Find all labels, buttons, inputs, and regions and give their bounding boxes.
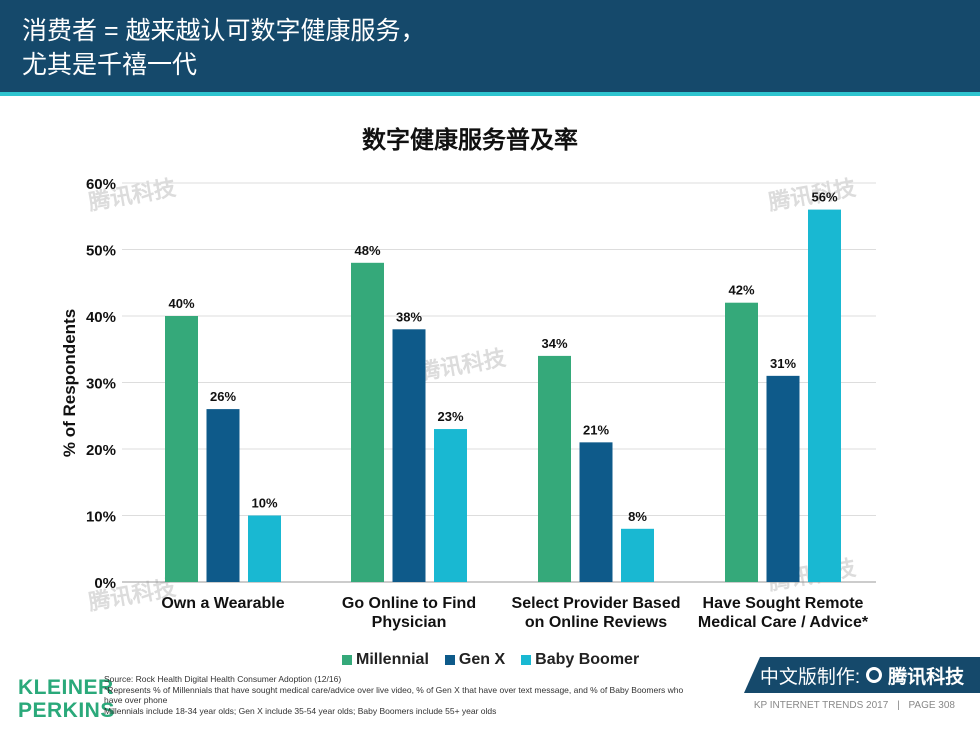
banner-brand: 腾讯科技 (888, 666, 965, 688)
source-note: Source: Rock Health Digital Health Consu… (104, 674, 342, 684)
data-label: 10% (251, 496, 277, 511)
bar-gen-x (766, 375, 800, 582)
chart-legend: Millennial Gen X Baby Boomer (342, 651, 639, 669)
report-name: KP INTERNET TRENDS 2017 (753, 700, 889, 711)
footnote-asterisk: *Represents % of Millennials that have s… (104, 684, 684, 706)
bar-gen-x (206, 409, 240, 582)
data-label: 38% (396, 309, 422, 324)
bar-baby-boomer (248, 515, 281, 582)
chinese-edition-banner: 中文版制作: 腾讯科技 (744, 657, 980, 693)
legend-item: Gen X (444, 651, 506, 669)
x-tick-label: Own a Wearable (161, 595, 284, 612)
data-label: 42% (728, 283, 754, 298)
watermark-text: 腾讯科技 (417, 345, 509, 385)
page-title-line2: 尤其是千禧一代 (22, 51, 198, 79)
y-axis-label: % of Respondents (60, 309, 79, 457)
y-tick-label: 50% (86, 243, 116, 260)
y-tick-label: 30% (86, 376, 116, 393)
chart-title: 数字健康服务普及率 (362, 126, 578, 154)
data-label: 31% (770, 356, 796, 371)
bar-millennial (165, 316, 198, 582)
x-tick-label: Select Provider Based (512, 595, 681, 612)
footnote-age-groups: Millennials include 18-34 year olds; Gen… (104, 705, 497, 716)
data-label: 21% (583, 422, 609, 437)
y-tick-label: 0% (94, 575, 116, 592)
data-label: 23% (437, 409, 463, 424)
data-label: 8% (628, 509, 647, 524)
x-tick-label: Physician (372, 614, 447, 631)
bar-millennial (725, 302, 758, 582)
data-label: 34% (541, 336, 567, 351)
footer-separator: | (897, 700, 900, 711)
x-tick-label: Have Sought Remote (703, 595, 864, 612)
logo-line2: PERKINS (18, 699, 115, 722)
legend-swatch (521, 655, 532, 665)
logo-line1: KLEINER (18, 676, 114, 699)
bar-baby-boomer (808, 209, 841, 582)
legend-item: Millennial (342, 651, 429, 669)
x-tick-label: on Online Reviews (525, 614, 667, 631)
data-label: 40% (168, 296, 194, 311)
bar-baby-boomer (621, 528, 654, 582)
y-tick-label: 60% (86, 176, 116, 193)
legend-label: Baby Boomer (535, 651, 640, 668)
footnotes: Source: Rock Health Digital Health Consu… (104, 674, 704, 716)
y-tick-label: 10% (86, 509, 116, 526)
data-label: 56% (811, 190, 837, 205)
bar-chart: 腾讯科技腾讯科技腾讯科技腾讯科技腾讯科技数字健康服务普及率0%10%20%30%… (60, 126, 876, 631)
data-label: 26% (210, 389, 236, 404)
page-title: 消费者 = 越来越认可数字健康服务， 尤其是千禧一代 (22, 14, 426, 82)
page-title-line1: 消费者 = 越来越认可数字健康服务， (22, 17, 426, 45)
x-tick-label: Go Online to Find (342, 595, 476, 612)
x-tick-label: Medical Care / Advice* (698, 614, 869, 631)
y-tick-label: 40% (86, 309, 116, 326)
bar-millennial (351, 262, 384, 582)
kleiner-perkins-logo: KLEINER PERKINS (18, 676, 115, 722)
banner-prefix: 中文版制作: (759, 666, 861, 688)
legend-swatch (342, 655, 352, 665)
legend-label: Gen X (458, 651, 506, 668)
y-tick-label: 20% (86, 442, 116, 459)
bar-gen-x (392, 329, 426, 582)
bar-gen-x (579, 442, 613, 582)
bar-millennial (538, 355, 571, 582)
header-bar: 消费者 = 越来越认可数字健康服务， 尤其是千禧一代 (0, 0, 980, 92)
legend-item: Baby Boomer (521, 651, 639, 669)
page-number: PAGE 308 (908, 700, 955, 711)
tencent-logo-icon (866, 667, 883, 683)
header-accent-line (0, 92, 980, 96)
data-label: 48% (354, 243, 380, 258)
legend-swatch (444, 655, 455, 665)
page-footer: KP INTERNET TRENDS 2017 | PAGE 308 (751, 700, 958, 711)
legend-label: Millennial (356, 651, 429, 668)
bar-baby-boomer (434, 429, 467, 582)
